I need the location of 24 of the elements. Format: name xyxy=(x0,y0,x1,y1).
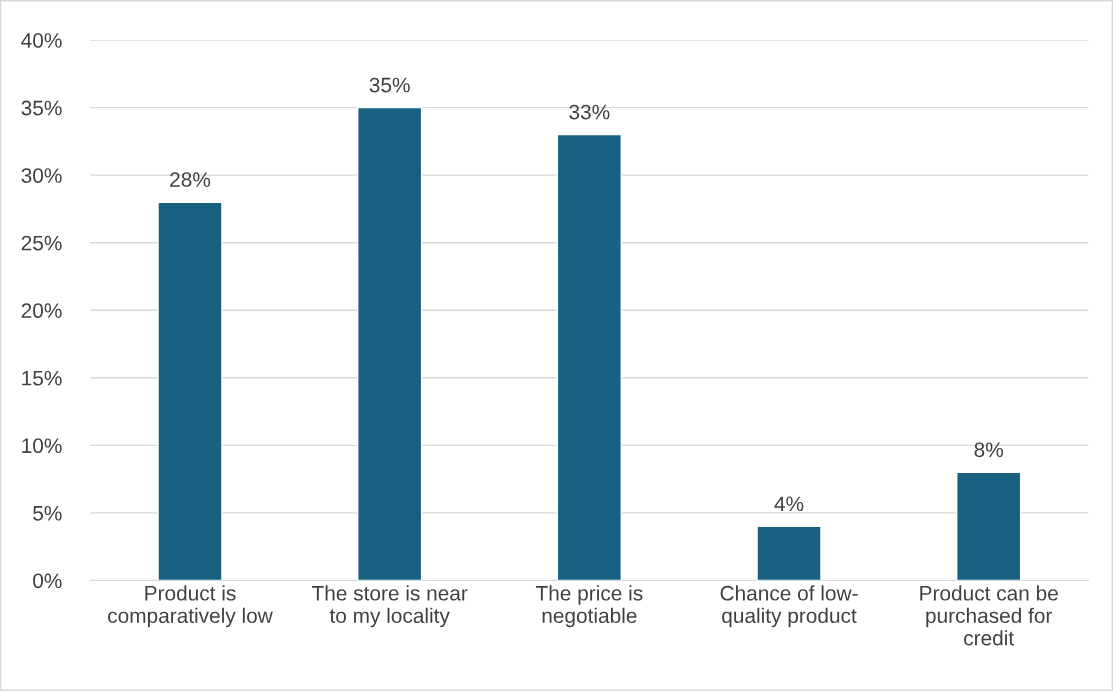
bar xyxy=(157,201,223,581)
y-tick-label: 20% xyxy=(21,303,62,319)
x-tick-label: Product can be purchased for credit xyxy=(920,585,1058,646)
y-tick-label: 0% xyxy=(33,573,62,589)
bar xyxy=(357,106,423,581)
data-label: 28% xyxy=(170,172,211,187)
x-tick-label: Chance of low- quality product xyxy=(720,585,858,628)
data-label: 4% xyxy=(774,496,804,512)
y-tick-label: 30% xyxy=(21,168,62,183)
x-tick-label: Product is comparatively low xyxy=(108,585,273,628)
y-tick-label: 15% xyxy=(22,370,62,386)
bar xyxy=(756,525,822,581)
data-label: 8% xyxy=(974,442,1003,458)
y-tick-label: 40% xyxy=(21,33,62,48)
x-tick-label: The store is near to my locality xyxy=(311,585,468,628)
y-tick-label: 10% xyxy=(22,438,62,454)
bar xyxy=(556,133,622,581)
y-tick-label: 5% xyxy=(33,505,62,521)
x-tick-label: The price is negotiable xyxy=(535,585,643,628)
bar xyxy=(956,471,1022,581)
y-tick-label: 35% xyxy=(21,100,62,116)
y-tick-label: 25% xyxy=(21,235,62,251)
data-label: 33% xyxy=(569,104,610,120)
data-label: 35% xyxy=(369,77,410,93)
